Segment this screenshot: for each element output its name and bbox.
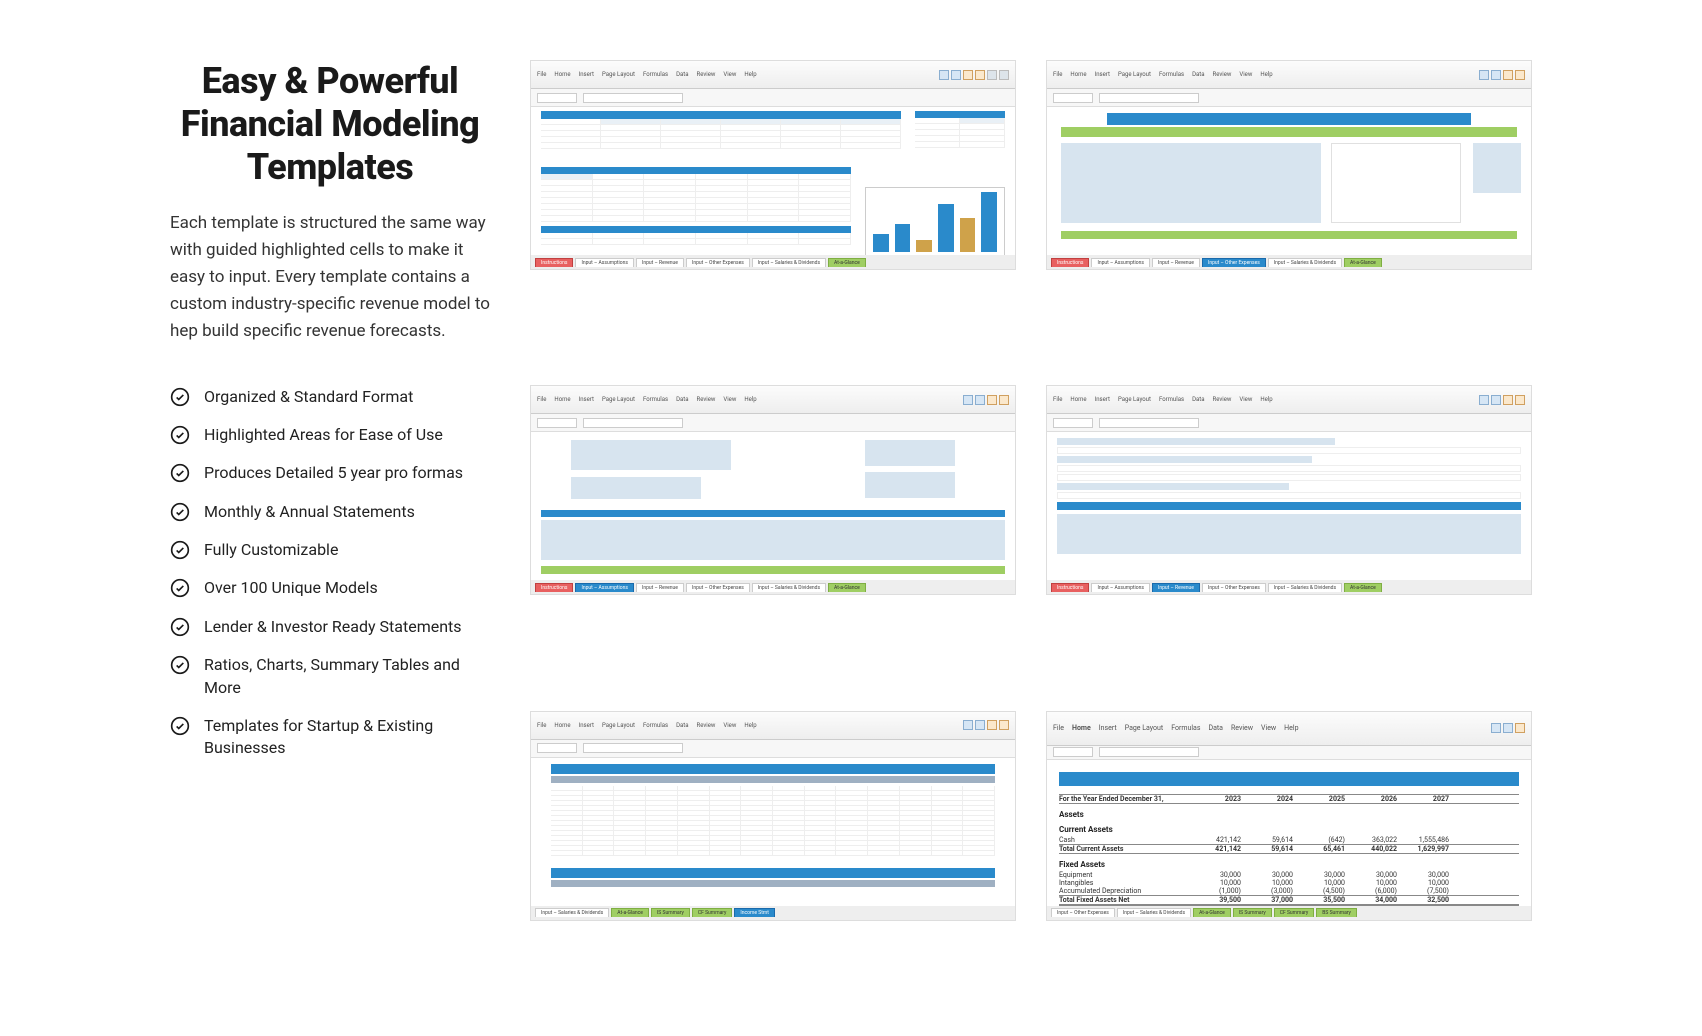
page-subtitle: Each template is structured the same way… — [170, 210, 490, 346]
screenshot-balance-sheet: FileHomeInsertPage LayoutFormulasDataRev… — [1046, 711, 1532, 921]
check-icon — [170, 540, 190, 560]
feature-label: Highlighted Areas for Ease of Use — [204, 424, 443, 446]
page-title: Easy & Powerful Financial Modeling Templ… — [170, 60, 490, 190]
feature-item: Templates for Startup & Existing Busines… — [170, 715, 490, 760]
screenshot-assumptions: FileHomeInsertPage LayoutFormulasDataRev… — [530, 385, 1016, 595]
feature-label: Fully Customizable — [204, 539, 338, 561]
thumbnail-grid: FileHomeInsertPage LayoutFormulasDataRev… — [530, 60, 1532, 996]
feature-item: Over 100 Unique Models — [170, 577, 490, 599]
excel-ribbon: FileHomeInsertPage LayoutFormulasDataRev… — [531, 61, 1015, 89]
screenshot-revenue-input: FileHomeInsertPage LayoutFormulasDataRev… — [1046, 385, 1532, 595]
check-icon — [170, 463, 190, 483]
feature-label: Lender & Investor Ready Statements — [204, 616, 462, 638]
feature-label: Monthly & Annual Statements — [204, 501, 415, 523]
bar-chart — [865, 187, 1005, 255]
check-icon — [170, 425, 190, 445]
feature-label: Templates for Startup & Existing Busines… — [204, 715, 490, 760]
screenshot-at-a-glance: FileHomeInsertPage LayoutFormulasDataRev… — [530, 60, 1016, 270]
check-icon — [170, 387, 190, 407]
feature-list: Organized & Standard Format Highlighted A… — [170, 386, 490, 760]
feature-item: Organized & Standard Format — [170, 386, 490, 408]
feature-label: Ratios, Charts, Summary Tables and More — [204, 654, 490, 699]
check-icon — [170, 578, 190, 598]
feature-item: Highlighted Areas for Ease of Use — [170, 424, 490, 446]
feature-item: Monthly & Annual Statements — [170, 501, 490, 523]
screenshot-operating-expenses: FileHomeInsertPage LayoutFormulasDataRev… — [1046, 60, 1532, 270]
feature-item: Fully Customizable — [170, 539, 490, 561]
check-icon — [170, 502, 190, 522]
feature-label: Produces Detailed 5 year pro formas — [204, 462, 463, 484]
check-icon — [170, 655, 190, 675]
screenshot-income-statement: FileHomeInsertPage LayoutFormulasDataRev… — [530, 711, 1016, 921]
check-icon — [170, 716, 190, 736]
check-icon — [170, 617, 190, 637]
feature-item: Ratios, Charts, Summary Tables and More — [170, 654, 490, 699]
feature-label: Organized & Standard Format — [204, 386, 413, 408]
feature-item: Produces Detailed 5 year pro formas — [170, 462, 490, 484]
feature-label: Over 100 Unique Models — [204, 577, 378, 599]
feature-item: Lender & Investor Ready Statements — [170, 616, 490, 638]
